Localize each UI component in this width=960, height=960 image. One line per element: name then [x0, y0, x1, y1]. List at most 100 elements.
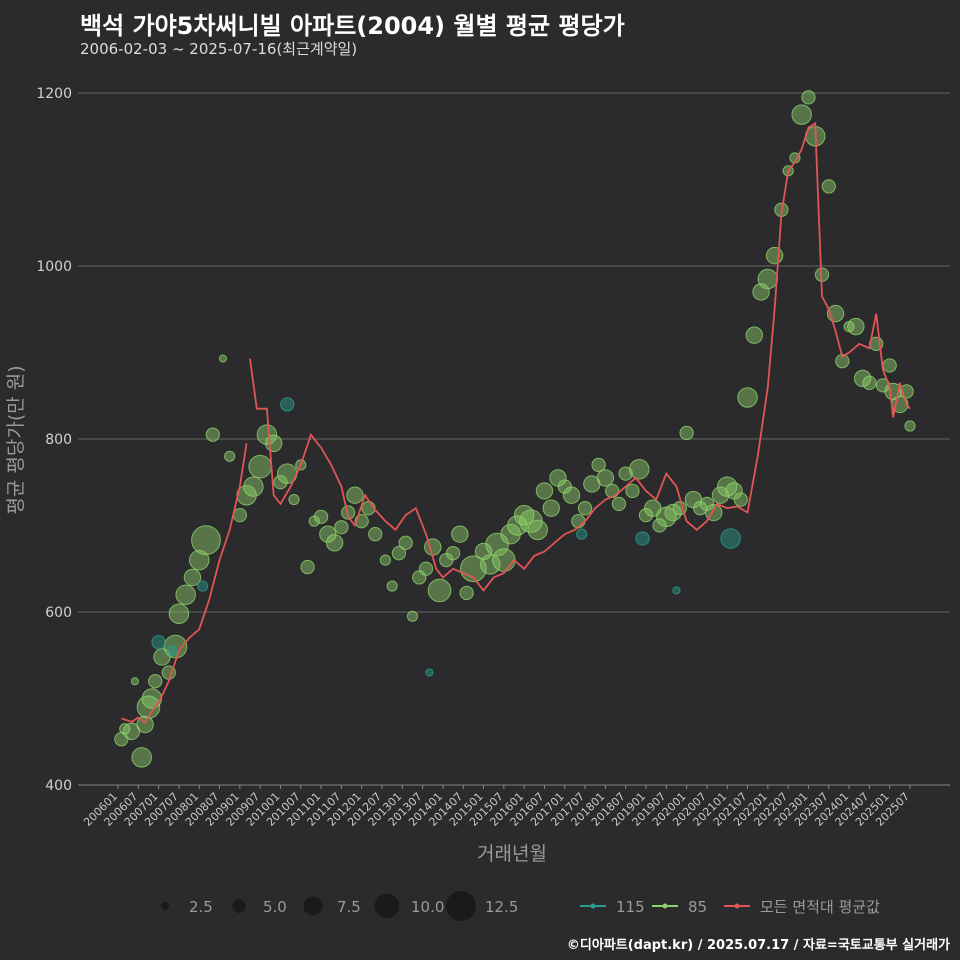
point-85 [168, 603, 190, 624]
point-85 [480, 554, 501, 575]
size-legend-dot [160, 901, 170, 911]
point-85 [485, 532, 509, 557]
point-85 [492, 548, 516, 572]
point-85 [368, 527, 383, 542]
point-85 [205, 427, 220, 442]
grid-lines [78, 92, 950, 786]
y-tick-label: 1000 [36, 259, 72, 275]
point-115 [280, 397, 295, 412]
point-85 [391, 546, 407, 561]
point-85 [148, 674, 163, 689]
y-tick-label: 400 [45, 778, 72, 794]
point-85 [737, 387, 758, 408]
point-85 [300, 559, 315, 575]
point-115 [197, 580, 209, 592]
point-115 [672, 586, 681, 595]
point-85 [664, 503, 682, 522]
point-85 [288, 493, 300, 506]
size-legend-dot [374, 893, 400, 919]
point-85 [119, 723, 131, 735]
average-line [121, 443, 248, 725]
point-85 [451, 525, 469, 543]
point-85 [398, 535, 413, 550]
point-85 [765, 246, 784, 265]
point-85 [605, 483, 620, 499]
point-85 [652, 518, 667, 533]
point-85 [248, 454, 272, 479]
point-85 [386, 580, 398, 592]
point-115 [576, 528, 588, 540]
y-tick-labels: 400 600 800 1000 1200 [36, 86, 72, 794]
point-85 [882, 358, 897, 373]
color-legend-dot [590, 903, 596, 909]
point-85 [801, 90, 816, 105]
color-legend-dot [662, 903, 668, 909]
point-85 [445, 546, 461, 561]
point-85 [821, 179, 836, 194]
color-legend-dot [734, 903, 740, 909]
size-legend-dot [303, 896, 323, 916]
point-85 [183, 568, 202, 587]
point-115 [720, 528, 741, 549]
color-legend-label: 115 [616, 898, 645, 916]
y-axis-label: 평균 평당가(만 원) [5, 365, 27, 514]
point-85 [577, 501, 593, 516]
point-85 [188, 549, 210, 571]
y-tick-label: 1200 [36, 86, 72, 102]
point-85 [745, 326, 764, 344]
legend: 2.5 5.0 7.5 10.0 12.5 115 85 모든 면적대 평균값 [160, 891, 880, 921]
point-85 [853, 369, 872, 388]
point-85 [791, 104, 812, 125]
chart-title: 백석 가야5차써니빌 아파트(2004) 월별 평균 평당가 [80, 12, 625, 40]
size-legend-label: 12.5 [485, 898, 518, 916]
point-85 [141, 688, 163, 709]
size-legend-label: 10.0 [411, 898, 444, 916]
point-85 [904, 420, 916, 432]
point-85 [507, 515, 528, 536]
point-115 [425, 668, 434, 677]
y-tick-label: 800 [45, 432, 72, 448]
point-85 [218, 354, 227, 363]
point-85 [232, 507, 247, 523]
point-85 [862, 375, 877, 390]
source-caption: ©디아파트(dapt.kr) / 2025.07.17 / 자료=국토교통부 실… [566, 938, 950, 953]
point-85 [611, 496, 627, 512]
point-85 [122, 722, 141, 741]
point-85 [175, 584, 196, 605]
point-85 [733, 492, 748, 507]
point-115 [166, 645, 178, 657]
point-85 [527, 519, 548, 541]
y-tick-label: 600 [45, 605, 72, 621]
point-85 [752, 283, 770, 301]
point-85 [224, 450, 236, 462]
point-85 [379, 554, 391, 566]
point-85 [628, 459, 650, 480]
point-85 [591, 457, 606, 473]
point-85 [459, 585, 474, 601]
point-85 [256, 424, 278, 445]
chart-subtitle: 2006-02-03 ~ 2025-07-16(최근계약일) [80, 40, 358, 58]
size-legend-label: 2.5 [189, 898, 213, 916]
point-85 [243, 476, 264, 497]
point-115 [635, 531, 650, 546]
point-85 [596, 469, 615, 487]
point-85 [418, 561, 434, 576]
point-85 [273, 475, 288, 490]
point-85 [847, 317, 865, 336]
size-legend-label: 5.0 [263, 898, 287, 916]
point-85 [625, 483, 640, 499]
size-legend-dot [232, 899, 246, 913]
point-115 [151, 635, 166, 650]
point-85 [535, 482, 554, 500]
point-85 [474, 542, 493, 561]
point-85 [542, 499, 560, 517]
color-legend-label: 모든 면적대 평균값 [760, 898, 880, 916]
point-85 [424, 538, 442, 556]
data-points [114, 90, 916, 768]
average-line [249, 121, 911, 592]
x-tick-labels: 2006012006072007012007072008012008072009… [81, 785, 912, 829]
point-85 [264, 434, 283, 453]
point-85 [319, 525, 337, 543]
point-85 [334, 520, 349, 535]
